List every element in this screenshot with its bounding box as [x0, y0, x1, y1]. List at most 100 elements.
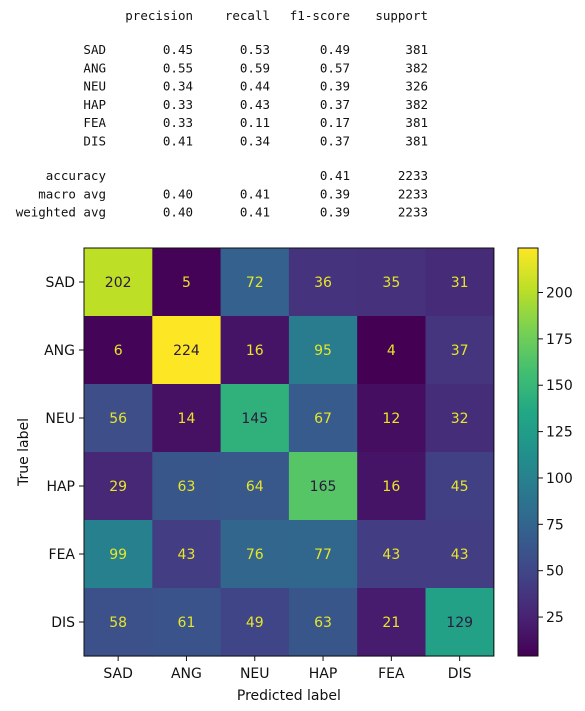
matrix-cell: [288, 384, 358, 453]
report-cell: 0.55: [163, 60, 193, 75]
matrix-cell: [425, 316, 495, 385]
cell-value-label: 63: [178, 479, 196, 495]
matrix-cell: [220, 316, 290, 385]
cell-value-label: 61: [178, 615, 196, 631]
cell-value-label: 95: [314, 343, 332, 359]
y-tick-label: ANG: [44, 343, 75, 359]
report-cell: 0.59: [240, 60, 270, 75]
cell-value-label: 43: [382, 547, 400, 563]
report-cell: 0.33: [163, 97, 193, 112]
matrix-cell: [220, 588, 290, 657]
x-tick-label: HAP: [309, 666, 338, 682]
cell-value-label: 6: [114, 343, 123, 359]
cell-value-label: 67: [314, 411, 332, 427]
report-cell: 0.37: [320, 134, 350, 149]
matrix-cell: [288, 588, 358, 657]
report-cell: 0.57: [320, 60, 350, 75]
report-summary-cell: 0.40: [163, 205, 193, 220]
cell-value-label: 72: [246, 275, 264, 291]
matrix-cell: [357, 384, 427, 453]
cell-value-label: 45: [451, 479, 469, 495]
colorbar: [517, 247, 539, 657]
matrix-cell: [84, 384, 153, 453]
matrix-cell: [152, 248, 222, 317]
report-cell: 0.53: [240, 42, 270, 57]
cell-value-label: 56: [109, 411, 127, 427]
colorbar-tick-label: 150: [546, 378, 573, 394]
cell-value-label: 165: [310, 479, 337, 495]
report-cell: 0.11: [240, 115, 270, 130]
matrix-cell: [288, 520, 358, 589]
matrix-cell: [84, 452, 153, 521]
cell-value-label: 145: [241, 411, 268, 427]
colorbar-tick-label: 100: [546, 471, 573, 487]
matrix-cell: [152, 588, 222, 657]
report-header: precision: [125, 8, 193, 23]
report-cell: 0.41: [163, 134, 193, 149]
cell-value-label: 99: [109, 547, 127, 563]
cell-value-label: 4: [387, 343, 396, 359]
matrix-cell: [357, 248, 427, 317]
report-summary-label: weighted avg: [16, 205, 106, 220]
report-summary-label: macro avg: [38, 186, 106, 201]
report-cell: 0.17: [320, 115, 350, 130]
matrix-cell: [425, 248, 495, 317]
y-axis-title: True label: [16, 418, 32, 487]
cell-value-label: 12: [382, 411, 400, 427]
report-summary-cell: 0.41: [320, 168, 350, 183]
cell-value-label: 58: [109, 615, 127, 631]
cell-value-label: 43: [451, 547, 469, 563]
report-cell: 0.33: [163, 115, 193, 130]
report-cell: 382: [405, 60, 428, 75]
cell-value-label: 49: [246, 615, 264, 631]
matrix-cell: [288, 248, 358, 317]
matrix-cell: [425, 520, 495, 589]
cell-value-label: 14: [178, 411, 196, 427]
matrix-cell: [84, 588, 153, 657]
matrix-cell: [84, 520, 153, 589]
matrix-cell: [152, 520, 222, 589]
matrix-cell: [220, 384, 290, 453]
report-cell: 0.39: [320, 79, 350, 94]
cell-value-label: 16: [382, 479, 400, 495]
matrix-cell: [152, 316, 222, 385]
cell-value-label: 5: [182, 275, 191, 291]
matrix-cell: [357, 588, 427, 657]
matrix-cell: [357, 452, 427, 521]
report-row-label: FEA: [83, 115, 106, 130]
matrix-cell: [425, 452, 495, 521]
matrix-cell: [288, 316, 358, 385]
report-cell: 0.34: [240, 134, 270, 149]
report-summary-cell: 2233: [398, 186, 428, 201]
report-row-label: ANG: [83, 60, 106, 75]
report-cell: 0.45: [163, 42, 193, 57]
report-cell: 0.37: [320, 97, 350, 112]
matrix-cell: [152, 384, 222, 453]
colorbar-tick-label: 50: [546, 564, 564, 580]
y-tick-label: HAP: [46, 479, 75, 495]
cell-value-label: 35: [382, 275, 400, 291]
cell-value-label: 63: [314, 615, 332, 631]
report-summary-cell: 0.39: [320, 186, 350, 201]
matrix-cell: [220, 452, 290, 521]
cell-value-label: 37: [451, 343, 469, 359]
report-summary-cell: 2233: [398, 205, 428, 220]
x-tick-label: FEA: [378, 666, 405, 682]
report-cell: 0.43: [240, 97, 270, 112]
report-row-label: NEU: [83, 79, 106, 94]
cell-value-label: 64: [246, 479, 264, 495]
report-header: support: [375, 8, 428, 23]
cell-value-label: 32: [451, 411, 469, 427]
report-cell: 0.49: [320, 42, 350, 57]
colorbar-tick-label: 200: [546, 286, 573, 302]
matrix-cell: [152, 452, 222, 521]
matrix-cell: [84, 316, 153, 385]
report-summary-cell: 0.39: [320, 205, 350, 220]
report-row-label: HAP: [83, 97, 106, 112]
report-header: f1-score: [290, 8, 350, 23]
matrix-cell: [84, 248, 153, 317]
report-cell: 0.34: [163, 79, 193, 94]
colorbar-tick-label: 175: [546, 332, 573, 348]
x-axis-title: Predicted label: [237, 688, 341, 704]
cell-value-label: 21: [382, 615, 400, 631]
